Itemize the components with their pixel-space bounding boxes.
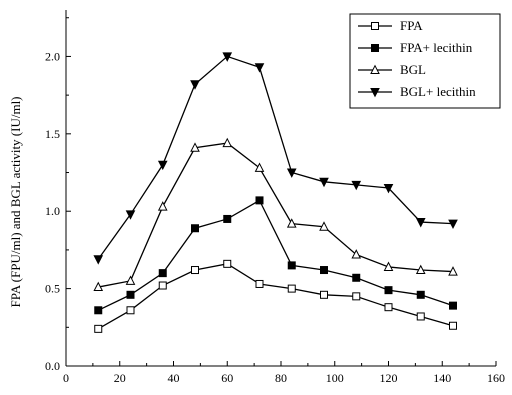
data-point (287, 284, 296, 293)
data-point (320, 266, 328, 275)
data-point (190, 142, 200, 152)
data-point (254, 63, 265, 73)
data-point (384, 286, 393, 295)
data-point (384, 303, 393, 312)
data-point (415, 264, 426, 275)
data-point (319, 221, 329, 231)
series-line (98, 142, 454, 288)
x-tick-label: 40 (168, 371, 180, 385)
x-tick-label: 0 (63, 371, 69, 385)
data-point (158, 281, 167, 290)
y-ticks: 0.0 0.5 1.0 1.5 2.0 (45, 17, 71, 373)
data-point (351, 180, 362, 191)
data-point (191, 266, 199, 275)
data-point (191, 224, 199, 233)
data-point (448, 219, 458, 229)
data-point (449, 301, 457, 310)
data-point (255, 279, 264, 288)
data-point (415, 218, 426, 228)
data-point (416, 312, 425, 321)
y-tick-label: 2.0 (45, 49, 60, 63)
legend-label: BGL+ lecithin (400, 84, 476, 99)
data-point (286, 218, 297, 228)
legend-label: BGL (400, 62, 426, 77)
x-tick-label: 20 (114, 371, 126, 385)
data-point (223, 259, 232, 268)
x-tick-label: 160 (487, 371, 505, 385)
legend-marker (371, 22, 379, 30)
data-point (351, 249, 362, 259)
data-point (352, 273, 361, 282)
y-tick-label: 0.0 (45, 359, 60, 373)
x-tick-label: 140 (433, 371, 451, 385)
series (94, 196, 457, 315)
data-point (286, 168, 297, 178)
data-point (125, 210, 136, 220)
data-point (222, 52, 233, 62)
data-point (320, 290, 328, 299)
data-point (255, 196, 264, 205)
series-group (93, 52, 458, 333)
y-axis-title: FPA (FPU/ml) and BGL activity (IU/ml) (8, 96, 23, 307)
data-point (222, 137, 233, 148)
legend-marker (370, 64, 380, 74)
x-ticks: 0 20 40 60 80 100 120 140 160 (63, 361, 505, 385)
data-point (383, 184, 394, 194)
x-tick-label: 120 (380, 371, 398, 385)
data-point (190, 80, 200, 90)
data-point (94, 306, 103, 315)
data-point (416, 290, 425, 299)
data-point (125, 275, 136, 285)
data-point (93, 255, 104, 265)
y-tick-label: 0.5 (45, 282, 60, 296)
data-point (223, 214, 232, 223)
data-point (319, 177, 329, 188)
data-point (383, 261, 394, 271)
y-tick-label: 1.5 (45, 127, 60, 141)
y-tick-label: 1.0 (45, 204, 60, 218)
legend-label: FPA+ lecithin (400, 40, 473, 55)
x-tick-label: 80 (275, 371, 287, 385)
data-point (352, 292, 361, 301)
series (93, 52, 458, 265)
series (94, 259, 457, 333)
series-line (97, 55, 454, 260)
legend-marker (370, 88, 380, 98)
x-tick-label: 60 (221, 371, 233, 385)
data-point (448, 266, 458, 276)
data-point (126, 290, 135, 299)
series-line (97, 199, 454, 311)
data-point (287, 261, 296, 270)
series (93, 137, 458, 292)
data-point (157, 201, 168, 211)
data-point (126, 306, 135, 315)
legend-label: FPA (400, 18, 423, 33)
data-point (254, 162, 265, 172)
series-line (97, 263, 454, 330)
data-point (94, 324, 103, 333)
x-tick-label: 100 (326, 371, 344, 385)
data-point (158, 269, 167, 278)
legend: FPA FPA+ lecithin BGL BGL+ lecithin (349, 13, 501, 109)
data-point (449, 321, 457, 330)
data-point (93, 281, 104, 292)
data-point (157, 160, 168, 171)
legend-marker (371, 44, 379, 52)
